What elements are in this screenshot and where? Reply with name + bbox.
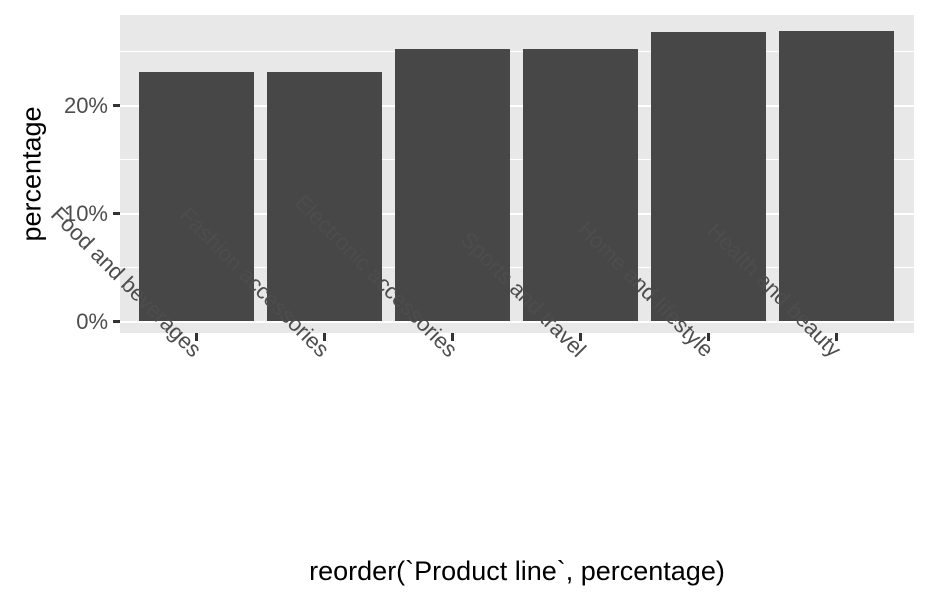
- y-tick-mark-0: [113, 320, 120, 323]
- x-tick-mark-1: [194, 333, 198, 341]
- gridline-minor-5: [120, 267, 914, 268]
- bar-electronic-accessories: [394, 49, 510, 322]
- bar-fashion-accessories: [266, 72, 382, 322]
- y-tick-mark-20: [113, 104, 120, 107]
- gridline-minor-25: [120, 51, 914, 52]
- x-tick-mark-3: [450, 333, 454, 341]
- x-tick-mark-6: [834, 333, 838, 341]
- y-tick-label-10: 10%: [63, 200, 108, 226]
- y-axis-title: percentage: [16, 106, 47, 242]
- x-tick-mark-4: [578, 333, 582, 341]
- gridline-minor-15: [120, 159, 914, 160]
- y-tick-label-20: 20%: [63, 92, 108, 118]
- x-tick-mark-5: [706, 333, 710, 341]
- gridline-major-20: [120, 104, 914, 107]
- bar-home-and-lifestyle: [650, 32, 766, 322]
- x-tick-mark-2: [322, 333, 326, 341]
- gridline-major-0: [120, 320, 914, 323]
- y-tick-label-0: 0%: [76, 308, 108, 334]
- y-tick-mark-10: [113, 212, 120, 215]
- gridline-major-10: [120, 212, 914, 215]
- bar-food-and-beverages: [138, 72, 254, 322]
- bar-sports-and-travel: [522, 49, 638, 322]
- bar-health-and-beauty: [778, 30, 894, 322]
- plot-panel: [120, 15, 914, 333]
- x-axis-title: reorder(`Product line`, percentage): [309, 556, 725, 586]
